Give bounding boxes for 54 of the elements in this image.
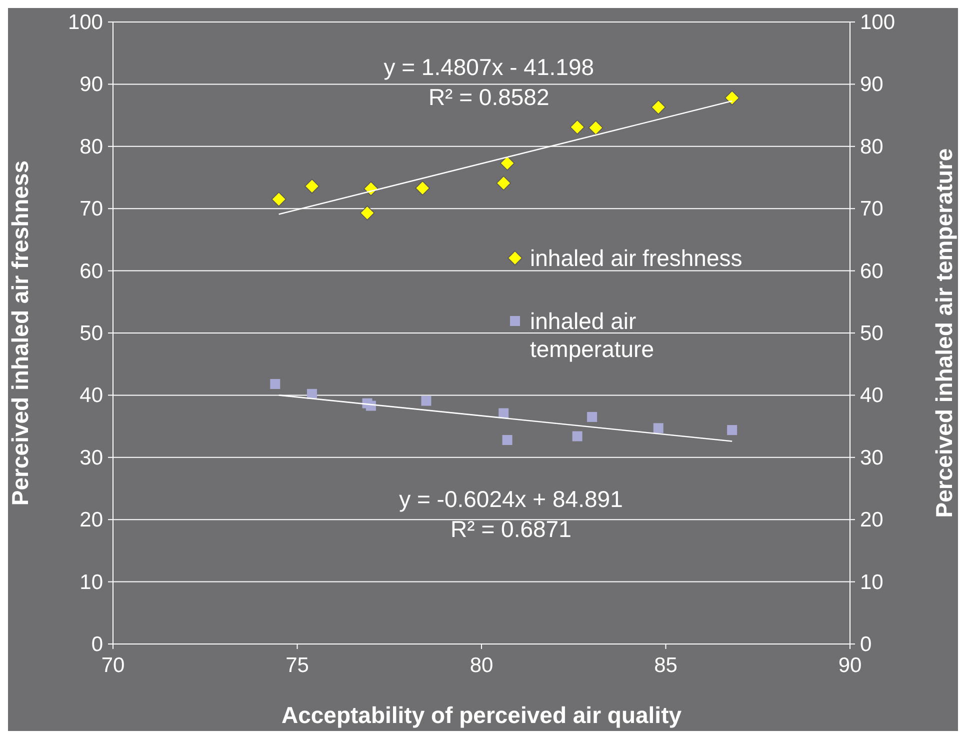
point <box>304 178 320 194</box>
point <box>415 180 430 196</box>
legend-label: inhaled air freshness <box>530 245 742 271</box>
y-tick-label: 30 <box>80 446 103 470</box>
y-tick-label: 50 <box>80 322 103 345</box>
legend-label: inhaled air temperature <box>530 308 654 362</box>
point <box>498 408 509 418</box>
annotation: y = 1.4807x - 41.198 <box>384 54 594 80</box>
y-tick-label: 90 <box>80 73 103 96</box>
x-tick-label: 85 <box>654 654 678 677</box>
point <box>496 176 512 190</box>
y-axis-title: Perceived inhaled air freshness <box>7 160 33 506</box>
point <box>724 90 740 106</box>
point <box>653 423 664 434</box>
annotation: y = -0.6024x + 84.891 <box>399 486 623 512</box>
y2-tick-label: 60 <box>860 260 884 283</box>
point <box>500 156 515 171</box>
annotation: R² = 0.8582 <box>428 84 550 110</box>
y2-tick-label: 100 <box>860 11 896 34</box>
point <box>650 100 666 115</box>
point <box>270 379 280 390</box>
y2-tick-label: 80 <box>860 135 884 158</box>
point <box>421 396 432 406</box>
x-tick-label: 70 <box>101 654 125 677</box>
point <box>271 192 286 207</box>
y-tick-label: 20 <box>80 508 103 532</box>
x-tick-label: 75 <box>286 654 309 677</box>
x-tick-label: 80 <box>470 654 494 677</box>
point <box>587 412 598 422</box>
y2-tick-label: 10 <box>860 570 884 594</box>
y2-tick-label: 90 <box>860 73 884 96</box>
y2-axis-title: Perceived inhaled air temperature <box>931 148 957 518</box>
annotation: R² = 0.6871 <box>450 516 572 542</box>
y-tick-label: 80 <box>80 135 103 158</box>
y-tick-label: 10 <box>80 570 103 594</box>
y-tick-label: 100 <box>68 11 103 34</box>
y2-tick-label: 40 <box>860 384 884 408</box>
y-tick-label: 70 <box>80 198 103 221</box>
point <box>588 120 604 136</box>
point <box>572 431 582 442</box>
x-axis-title: Acceptability of perceived air quality <box>281 702 682 728</box>
y2-tick-label: 70 <box>860 198 884 221</box>
point <box>360 206 375 220</box>
point <box>502 434 512 445</box>
y-tick-label: 60 <box>80 260 103 283</box>
point <box>570 120 585 135</box>
y2-tick-label: 20 <box>860 508 884 532</box>
y2-tick-label: 30 <box>860 446 884 470</box>
x-tick-label: 90 <box>838 654 862 677</box>
y-tick-label: 0 <box>91 633 103 656</box>
y-tick-label: 40 <box>80 384 103 408</box>
y2-tick-label: 0 <box>860 633 872 656</box>
point <box>727 425 738 436</box>
y2-tick-label: 50 <box>860 322 884 345</box>
